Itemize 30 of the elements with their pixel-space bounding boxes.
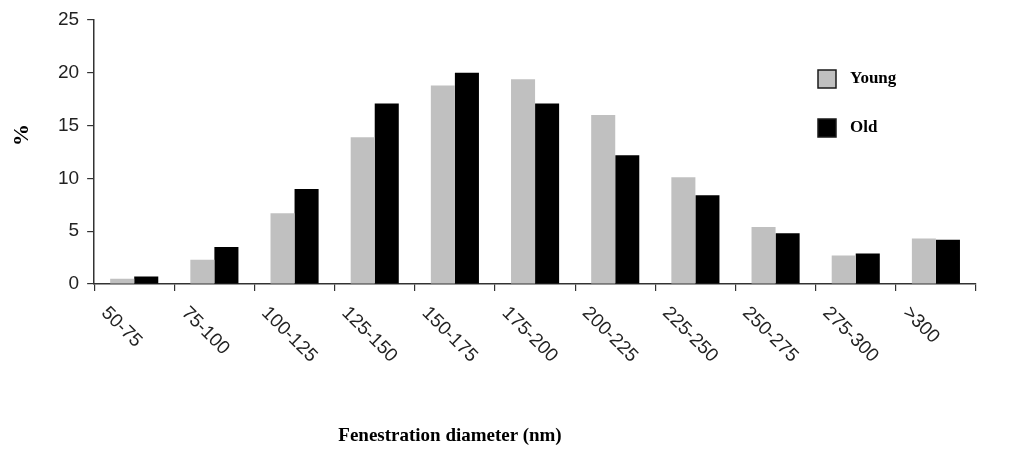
bar	[511, 79, 536, 284]
bar	[695, 195, 720, 284]
bar	[831, 255, 856, 284]
x-axis-title: Fenestration diameter (nm)	[338, 423, 562, 446]
bar	[671, 177, 696, 284]
bar	[855, 253, 880, 284]
bar	[935, 239, 960, 284]
bar	[615, 155, 640, 284]
y-tick-label: 5	[68, 219, 80, 241]
bar	[751, 226, 776, 284]
bar	[190, 259, 215, 284]
bar	[454, 72, 479, 284]
bar	[430, 85, 455, 284]
legend-label: Old	[850, 117, 878, 137]
bar	[591, 115, 616, 284]
y-tick-label: 25	[57, 8, 80, 30]
bar	[350, 137, 375, 284]
y-tick-label: 20	[57, 61, 80, 83]
bar	[374, 103, 399, 284]
bar	[911, 238, 936, 284]
y-tick-label: 10	[57, 166, 80, 188]
y-tick-label: 15	[57, 113, 80, 135]
bar	[214, 247, 239, 284]
bar	[535, 103, 560, 284]
bar	[775, 233, 800, 284]
y-tick-label: 0	[68, 272, 80, 294]
legend-label: Young	[850, 68, 897, 88]
bar	[294, 188, 319, 284]
y-axis-title: %	[7, 124, 33, 146]
bar	[270, 213, 295, 284]
